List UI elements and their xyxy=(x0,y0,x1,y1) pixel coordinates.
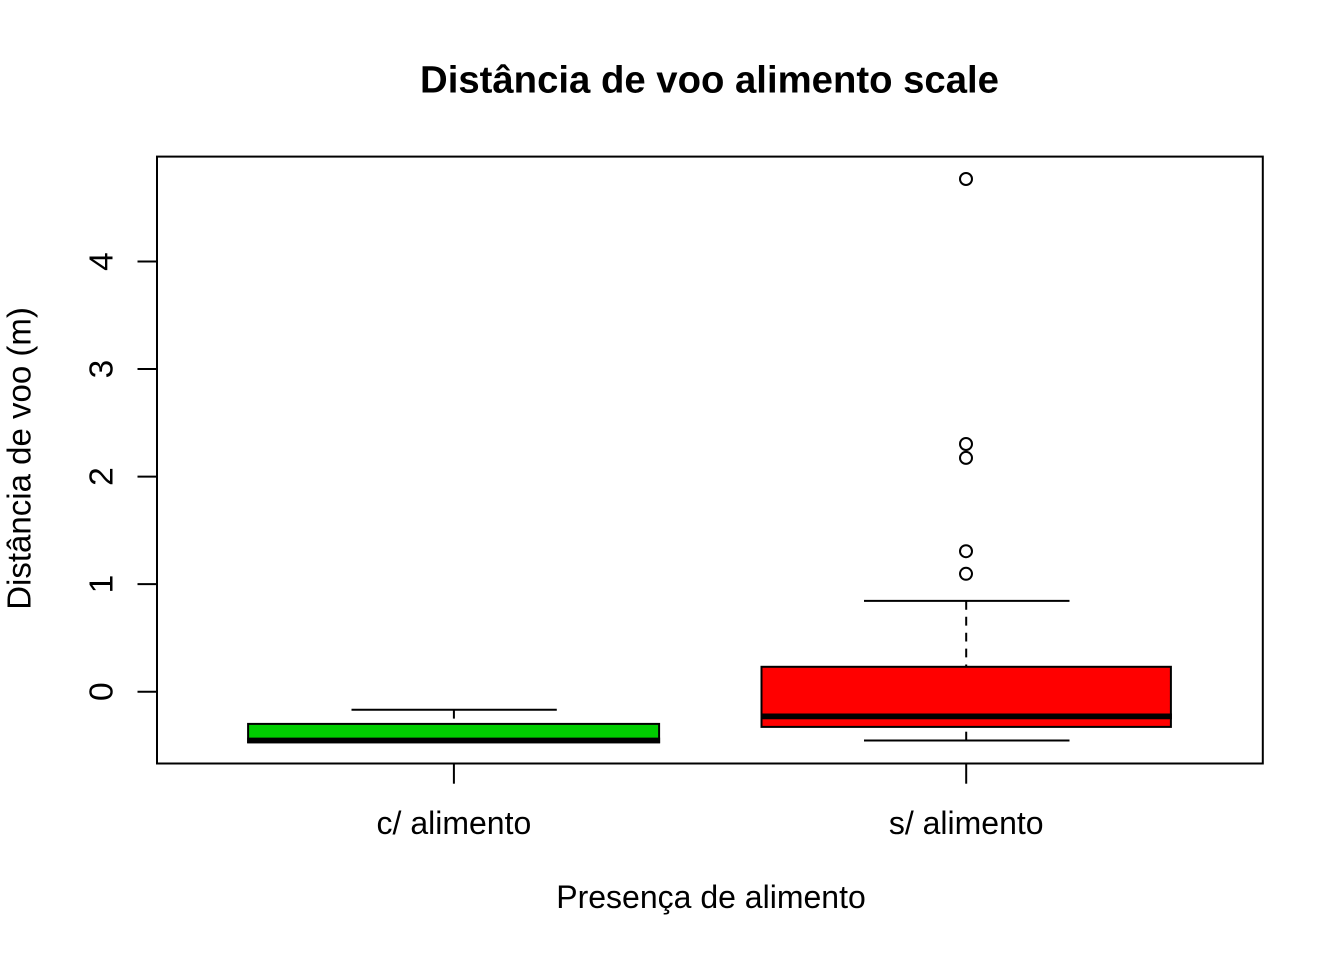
svg-text:4: 4 xyxy=(84,252,121,271)
svg-text:3: 3 xyxy=(84,360,121,379)
svg-text:0: 0 xyxy=(84,682,121,701)
svg-text:Presença de alimento: Presença de alimento xyxy=(556,879,866,915)
svg-text:s/ alimento: s/ alimento xyxy=(889,805,1044,841)
svg-text:Distância de voo alimento scal: Distância de voo alimento scale xyxy=(420,58,999,101)
svg-text:2: 2 xyxy=(84,467,121,486)
svg-text:Distância de voo (m): Distância de voo (m) xyxy=(1,307,38,610)
svg-text:c/ alimento: c/ alimento xyxy=(377,805,532,841)
svg-text:1: 1 xyxy=(84,575,121,594)
